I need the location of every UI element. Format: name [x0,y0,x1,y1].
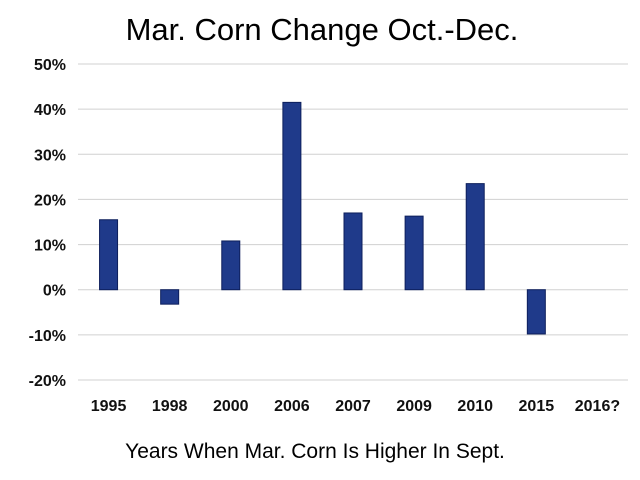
x-tick-label: 1998 [152,398,188,415]
x-tick-label: 2016? [575,398,620,415]
bar-1995 [99,219,119,291]
bar-2015 [526,289,546,335]
y-tick-label: -20% [29,373,66,390]
bar-2000 [221,240,241,291]
x-tick-label: 1995 [91,398,127,415]
bar-2010 [465,183,485,291]
x-axis-ticks: 1995 1998 2000 2006 2007 2009 2010 2015 2016? [91,398,620,415]
y-tick-label: -10% [29,328,66,345]
y-tick-label: 0% [43,283,66,300]
bar-2006 [282,101,302,291]
bar-2007 [343,212,363,291]
x-tick-label: 2010 [457,398,493,415]
x-axis-label: Years When Mar. Corn Is Higher In Sept. [125,440,505,463]
y-tick-label: 20% [34,192,66,209]
x-tick-label: 2006 [274,398,310,415]
bar-2009 [404,215,424,291]
chart-title: Mar. Corn Change Oct.-Dec. [126,12,519,47]
y-tick-label: 40% [34,102,66,119]
y-tick-label: 30% [34,147,66,164]
y-tick-label: 10% [34,238,66,255]
bar-1998 [160,289,180,305]
y-axis-ticks: 50% 40% 30% 20% 10% 0% -10% -20% [29,57,66,390]
x-tick-label: 2000 [213,398,249,415]
x-tick-label: 2009 [396,398,432,415]
bars [99,101,546,335]
y-tick-label: 50% [34,57,66,74]
x-tick-label: 2007 [335,398,371,415]
x-tick-label: 2015 [519,398,555,415]
